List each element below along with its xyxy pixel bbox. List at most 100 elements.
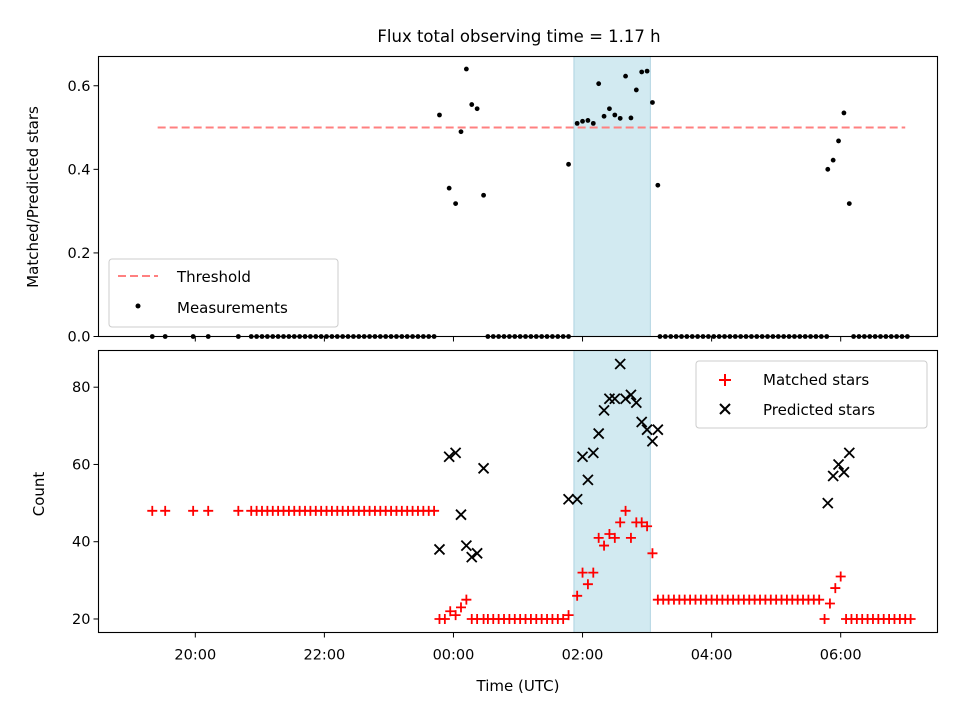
- measurement-point: [639, 69, 645, 75]
- matched-star-point: [819, 613, 830, 624]
- predicted-star-point: [636, 416, 648, 428]
- predicted-star-point: [443, 451, 455, 463]
- measurement-point: [585, 118, 591, 123]
- measurement-point: [481, 192, 486, 198]
- count-axes-frame: [97, 349, 939, 634]
- predicted-star-point: [433, 543, 446, 556]
- ratio-panel: Flux total observing time = 1.17 h 0.0 0.…: [24, 27, 939, 346]
- matched-star-point: [604, 528, 615, 539]
- predicted-star-point: [449, 447, 462, 459]
- x-tick-label: 02:00: [562, 648, 604, 664]
- matched-star-point: [647, 548, 658, 559]
- predicted-star-point: [614, 358, 626, 370]
- y-tick-label: 0.4: [67, 162, 90, 178]
- predicted-star-point: [843, 447, 855, 459]
- matched-star-point: [593, 532, 604, 543]
- matched-star-point: [188, 505, 199, 516]
- predicted-star-point: [619, 393, 632, 405]
- legend-matched-swatch: [719, 374, 731, 386]
- measurement-point: [644, 68, 650, 74]
- measurement-point: [612, 112, 618, 118]
- predicted-star-point: [471, 547, 483, 559]
- predicted-star-point: [603, 393, 616, 405]
- x-tick-label: 22:00: [303, 648, 345, 664]
- measurement-point: [617, 115, 623, 121]
- predicted-star-point: [822, 497, 834, 509]
- predicted-star-point: [460, 539, 473, 552]
- predicted-star-point: [625, 389, 637, 401]
- matched-star-point: [615, 517, 626, 528]
- matched-star-point: [824, 598, 835, 609]
- matched-star-point: [830, 583, 841, 594]
- measurement-point: [623, 73, 628, 79]
- predicted-stars-points: [433, 358, 855, 563]
- predicted-star-point: [587, 447, 599, 459]
- matched-star-point: [563, 610, 574, 621]
- matched-star-point: [203, 505, 214, 516]
- measurement-point: [601, 113, 607, 119]
- measurement-point: [830, 157, 836, 163]
- predicted-star-point: [609, 393, 621, 405]
- matched-star-point: [160, 505, 171, 516]
- legend-matched-label: Matched stars: [763, 371, 869, 389]
- ratio-axes-frame: [97, 55, 939, 338]
- matched-star-point: [445, 606, 456, 617]
- ratio-legend-box: [108, 258, 339, 328]
- x-tick-label: 04:00: [691, 648, 733, 664]
- highlight-span-top: [573, 56, 651, 337]
- y-tick-label: 0.0: [67, 330, 90, 346]
- ratio-y-axis: 0.0 0.2 0.4 0.6: [67, 79, 99, 346]
- legend-predicted-swatch: [719, 403, 731, 415]
- measurement-point: [596, 81, 602, 87]
- matched-star-point: [835, 571, 846, 582]
- predicted-star-point: [477, 462, 490, 474]
- chart-title: Flux total observing time = 1.17 h: [377, 27, 660, 46]
- predicted-star-point: [593, 427, 605, 440]
- count-y-axis-label: Count: [30, 472, 48, 517]
- predicted-star-point: [455, 509, 467, 521]
- count-y-axis: 20 40 60 80: [72, 380, 99, 628]
- predicted-star-point: [827, 470, 839, 482]
- matched-star-point: [558, 613, 569, 624]
- matched-star-point: [455, 602, 466, 613]
- matched-star-point: [620, 505, 631, 516]
- matched-star-point: [572, 590, 583, 601]
- measurement-point: [650, 100, 655, 105]
- predicted-star-point: [576, 451, 589, 463]
- matched-star-point: [905, 613, 916, 624]
- legend-predicted-label: Predicted stars: [763, 401, 875, 419]
- measurement-point: [566, 161, 571, 167]
- ratio-legend: Threshold Measurements: [108, 258, 339, 328]
- predicted-star-point: [598, 404, 610, 417]
- measurement-point: [846, 201, 852, 207]
- legend-measurements-label: Measurements: [177, 299, 288, 317]
- ratio-y-axis-label: Matched/Predicted stars: [24, 106, 42, 288]
- predicted-star-point: [571, 493, 583, 505]
- measurement-point: [841, 110, 847, 116]
- measurement-point: [607, 106, 612, 112]
- measurement-point: [458, 129, 464, 135]
- measurement-point: [633, 87, 639, 93]
- predicted-star-point: [641, 424, 653, 436]
- matched-star-point: [609, 532, 620, 543]
- measurement-point: [580, 118, 585, 124]
- measurement-point: [836, 138, 841, 144]
- matched-star-point: [588, 567, 599, 578]
- measurement-point: [474, 106, 480, 112]
- x-tick-label: 00:00: [433, 648, 475, 664]
- matched-star-point: [636, 517, 647, 528]
- y-tick-label: 0.6: [67, 79, 90, 95]
- predicted-star-point: [832, 458, 845, 471]
- matched-star-point: [814, 594, 825, 605]
- x-tick-label: 06:00: [820, 648, 862, 664]
- y-tick-label: 60: [72, 457, 90, 473]
- time-x-axis-label: Time (UTC): [476, 677, 560, 695]
- y-tick-label: 40: [72, 535, 90, 551]
- count-legend-box: [695, 360, 928, 429]
- matched-star-point: [439, 613, 450, 624]
- matched-star-point: [599, 540, 610, 551]
- predicted-star-point: [652, 424, 664, 436]
- y-tick-label: 80: [72, 380, 90, 396]
